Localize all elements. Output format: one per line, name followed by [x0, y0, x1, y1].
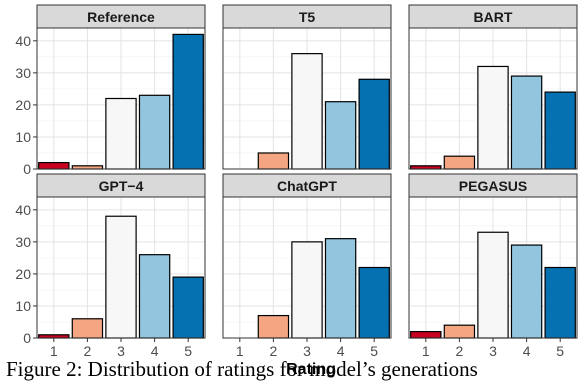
bar: [510, 75, 543, 170]
bar: [358, 78, 390, 170]
x-axis-title: Rating: [286, 361, 336, 378]
bar: [257, 314, 290, 339]
x-tick-label: 5: [370, 343, 378, 359]
x-tick-label: 2: [456, 343, 464, 359]
bar: [358, 266, 390, 339]
x-tick-label: 3: [117, 343, 125, 359]
y-tick-label: 0: [23, 161, 31, 177]
bar: [477, 231, 509, 339]
bar: [544, 266, 576, 339]
bar: [443, 155, 476, 170]
facet-title: ChatGPT: [277, 178, 337, 194]
y-tick-label: 0: [23, 330, 31, 346]
facet-panel: ChatGPT: [222, 173, 392, 339]
bar: [105, 215, 137, 339]
x-tick-label: 2: [270, 343, 278, 359]
bar: [257, 152, 290, 170]
bar: [544, 91, 576, 170]
panels-group: Reference T5 BART GPT−4 ChatGPT PEGASUS: [36, 4, 578, 339]
panel-border: [408, 27, 578, 170]
bar: [172, 33, 204, 170]
x-tick-label: 4: [337, 343, 345, 359]
x-tick-label: 5: [184, 343, 192, 359]
x-tick-label: 1: [422, 343, 430, 359]
bar: [172, 276, 204, 339]
facet-title: T5: [299, 9, 316, 25]
bar: [138, 94, 171, 170]
facet-panel: BART: [408, 4, 578, 170]
panel-border: [36, 27, 206, 170]
y-tick-label: 30: [15, 234, 31, 250]
x-tick-label: 3: [489, 343, 497, 359]
facet-panel: Reference: [36, 4, 206, 170]
y-tick-label: 30: [15, 65, 31, 81]
facet-panel: GPT−4: [36, 173, 206, 339]
x-tick-label: 1: [236, 343, 244, 359]
y-tick-label: 20: [15, 266, 31, 282]
facet-title: Reference: [87, 9, 155, 25]
facet-title: BART: [474, 9, 513, 25]
y-axis: 0 10 20 30 40 0 10 20 30 40: [15, 33, 37, 346]
bar: [291, 53, 323, 170]
y-tick-label: 40: [15, 202, 31, 218]
y-tick-label: 10: [15, 129, 31, 145]
bar: [38, 161, 70, 170]
y-tick-label: 10: [15, 298, 31, 314]
x-tick-label: 1: [50, 343, 58, 359]
bar: [477, 65, 509, 170]
bar: [410, 330, 442, 339]
x-axis: 1 2 3 4 5 1 2 3 4 5 1 2 3 4 5: [50, 338, 564, 359]
x-tick-label: 4: [151, 343, 159, 359]
figure-caption: Figure 2: Distribution of ratings for mo…: [6, 357, 478, 381]
facet-title: PEGASUS: [459, 178, 527, 194]
bar: [324, 238, 357, 339]
bar: [291, 241, 323, 339]
facet-panel: PEGASUS: [408, 173, 578, 339]
bar: [138, 254, 171, 339]
panel-border: [222, 27, 392, 170]
bar: [510, 244, 543, 339]
bar: [105, 97, 137, 170]
bar: [324, 101, 357, 170]
x-tick-label: 2: [84, 343, 92, 359]
y-tick-label: 40: [15, 33, 31, 49]
facet-panel: T5: [222, 4, 392, 170]
facet-title: GPT−4: [99, 178, 144, 194]
y-tick-label: 20: [15, 97, 31, 113]
bar: [443, 324, 476, 339]
bar: [71, 318, 104, 339]
x-tick-label: 4: [523, 343, 531, 359]
x-tick-label: 3: [303, 343, 311, 359]
x-tick-label: 5: [556, 343, 564, 359]
